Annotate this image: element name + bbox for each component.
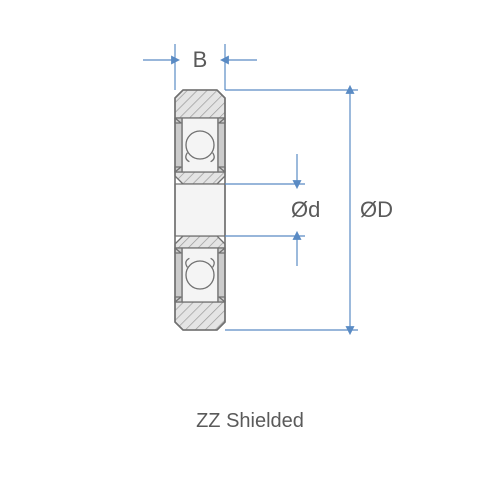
label-width-B: B: [193, 47, 208, 72]
label-outer-diameter: ØD: [360, 197, 393, 222]
diagram-caption: ZZ Shielded: [0, 410, 500, 433]
label-bore-diameter: Ød: [291, 197, 320, 222]
diagram-container: B Ød ØD ZZ Shielded: [0, 0, 500, 500]
